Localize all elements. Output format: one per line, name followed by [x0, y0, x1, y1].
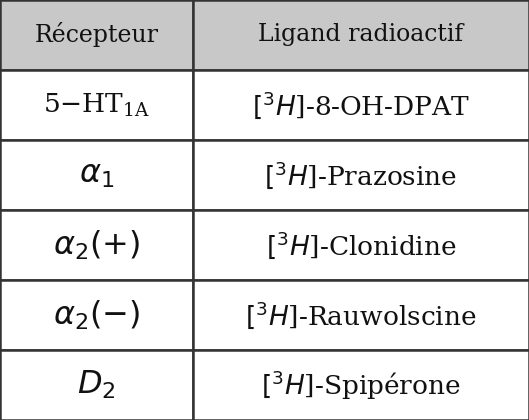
Bar: [193, 0, 529, 70]
Bar: [0, 0, 193, 70]
Bar: [193, 210, 529, 280]
Bar: [193, 350, 529, 420]
Text: $[^3H$]-Clonidine: $[^3H$]-Clonidine: [266, 229, 457, 261]
Text: $D_2$: $D_2$: [77, 369, 116, 401]
Bar: [193, 280, 529, 350]
Text: $[^3H$]-Spipérone: $[^3H$]-Spipérone: [261, 368, 461, 402]
Bar: [0, 350, 193, 420]
Text: Récepteur: Récepteur: [34, 23, 159, 47]
Bar: [0, 140, 193, 210]
Bar: [0, 280, 193, 350]
Bar: [0, 70, 193, 140]
Text: $[^3H$]-Rauwolscine: $[^3H$]-Rauwolscine: [245, 299, 477, 331]
Text: $\alpha_2(-)$: $\alpha_2(-)$: [53, 298, 140, 332]
Text: $\mathdefault{5\mathsf{-}HT_{1A}}$: $\mathdefault{5\mathsf{-}HT_{1A}}$: [43, 92, 150, 118]
Text: $\alpha_1$: $\alpha_1$: [79, 160, 114, 191]
Bar: [193, 140, 529, 210]
Text: $\alpha_2(+)$: $\alpha_2(+)$: [53, 228, 140, 262]
Text: $[^3H$]-8-OH-DPAT: $[^3H$]-8-OH-DPAT: [252, 89, 470, 121]
Bar: [0, 210, 193, 280]
Bar: [193, 70, 529, 140]
Text: Ligand radioactif: Ligand radioactif: [259, 24, 463, 47]
Text: $[^3H$]-Prazosine: $[^3H$]-Prazosine: [264, 159, 458, 191]
